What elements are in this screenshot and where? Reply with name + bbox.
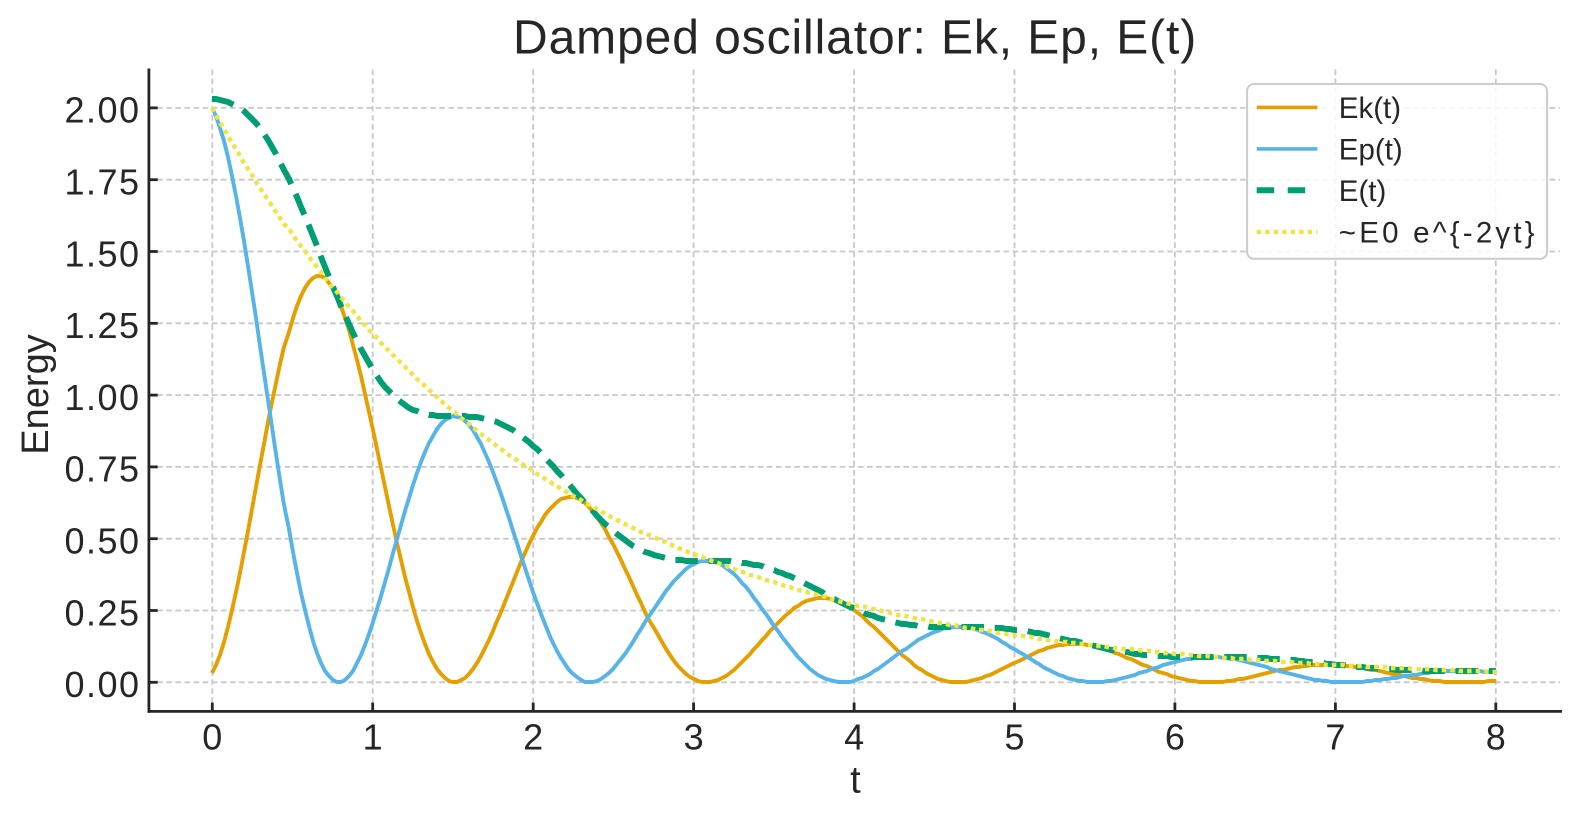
svg-text:3: 3 bbox=[684, 716, 704, 757]
svg-text:0: 0 bbox=[202, 716, 222, 757]
svg-text:t: t bbox=[850, 760, 861, 802]
svg-text:2.00: 2.00 bbox=[65, 90, 141, 131]
svg-text:6: 6 bbox=[1165, 716, 1185, 757]
svg-text:0.50: 0.50 bbox=[65, 521, 141, 562]
svg-text:0.00: 0.00 bbox=[65, 664, 141, 705]
svg-text:Energy: Energy bbox=[15, 334, 57, 454]
svg-text:1.75: 1.75 bbox=[65, 162, 141, 203]
svg-text:4: 4 bbox=[844, 716, 864, 757]
svg-text:1: 1 bbox=[363, 716, 383, 757]
svg-text:0.25: 0.25 bbox=[65, 592, 141, 633]
svg-text:8: 8 bbox=[1486, 716, 1506, 757]
svg-text:1.00: 1.00 bbox=[65, 377, 141, 418]
svg-text:0.75: 0.75 bbox=[65, 449, 141, 490]
svg-text:E(t): E(t) bbox=[1339, 175, 1387, 208]
svg-text:Damped oscillator: Ek, Ep, E(t: Damped oscillator: Ek, Ep, E(t) bbox=[513, 12, 1197, 65]
svg-text:5: 5 bbox=[1004, 716, 1024, 757]
svg-text:7: 7 bbox=[1325, 716, 1345, 757]
svg-text:Ep(t): Ep(t) bbox=[1339, 134, 1403, 167]
svg-text:Ek(t): Ek(t) bbox=[1339, 92, 1401, 125]
svg-text:~E0 e^{-2γt}: ~E0 e^{-2γt} bbox=[1339, 217, 1538, 250]
svg-text:1.50: 1.50 bbox=[65, 233, 141, 274]
svg-text:1.25: 1.25 bbox=[65, 305, 141, 346]
svg-text:2: 2 bbox=[523, 716, 543, 757]
